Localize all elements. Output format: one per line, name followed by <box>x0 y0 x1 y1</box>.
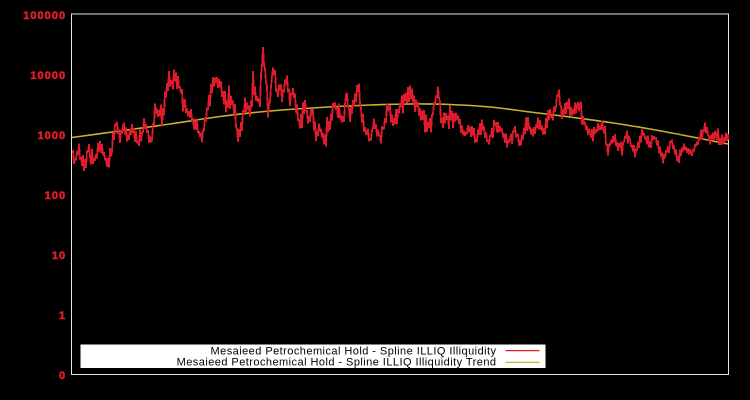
svg-text:100: 100 <box>45 190 67 202</box>
svg-text:Mesaieed Petrochemical Hold -: Mesaieed Petrochemical Hold - Spline ILL… <box>211 346 497 358</box>
svg-text:100000: 100000 <box>23 10 66 22</box>
svg-text:1000: 1000 <box>38 130 67 142</box>
svg-text:1: 1 <box>59 310 66 322</box>
svg-text:10000: 10000 <box>30 70 66 82</box>
svg-text:Mesaieed Petrochemical Hold -: Mesaieed Petrochemical Hold - Spline ILL… <box>177 357 497 369</box>
svg-text:10: 10 <box>52 250 66 262</box>
svg-text:0: 0 <box>59 370 66 382</box>
